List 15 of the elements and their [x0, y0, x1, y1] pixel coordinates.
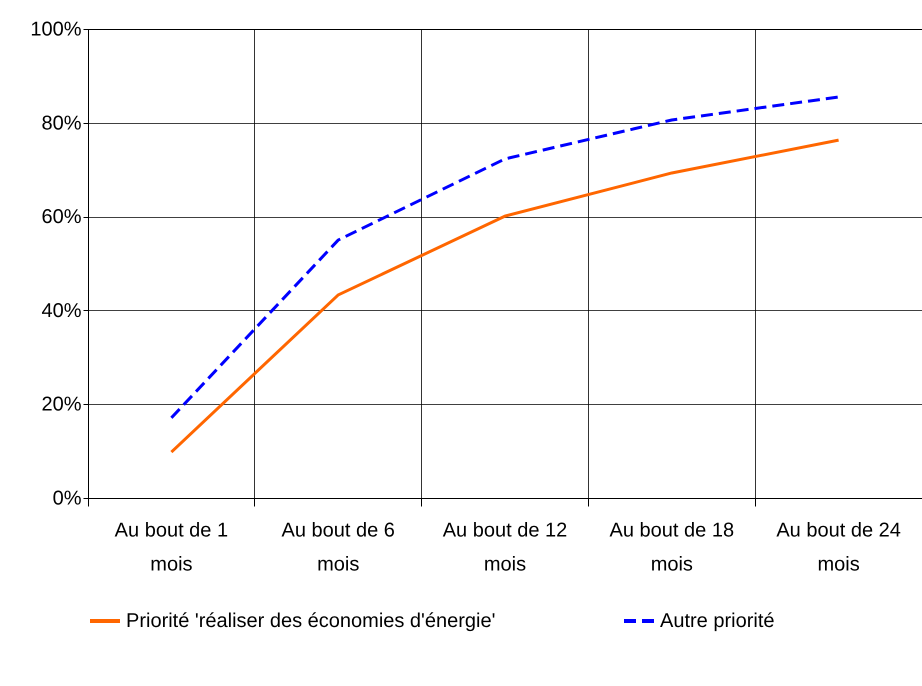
legend-label: Autre priorité	[660, 610, 774, 632]
x-tick-label: Au bout de 1 mois	[114, 520, 228, 576]
y-tick-label: 80%	[41, 112, 82, 134]
y-tick-label: 60%	[41, 206, 82, 228]
y-tick-label: 100%	[30, 18, 82, 40]
x-tick-label: Au bout de 12 mois	[442, 520, 568, 576]
y-tick-label: 0%	[52, 488, 82, 510]
y-tick-label: 20%	[41, 394, 82, 416]
line-series	[170, 96, 840, 420]
y-tick-label: 40%	[41, 300, 82, 322]
legend-label: Priorité 'réaliser des économies d'énergie'	[126, 610, 496, 632]
x-tick-label: Au bout de 6 mois	[281, 520, 395, 576]
x-tick-label: Au bout de 24 mois	[776, 520, 901, 576]
line-series	[170, 138, 840, 454]
x-tick-label: Au bout de 18 mois	[610, 520, 734, 576]
